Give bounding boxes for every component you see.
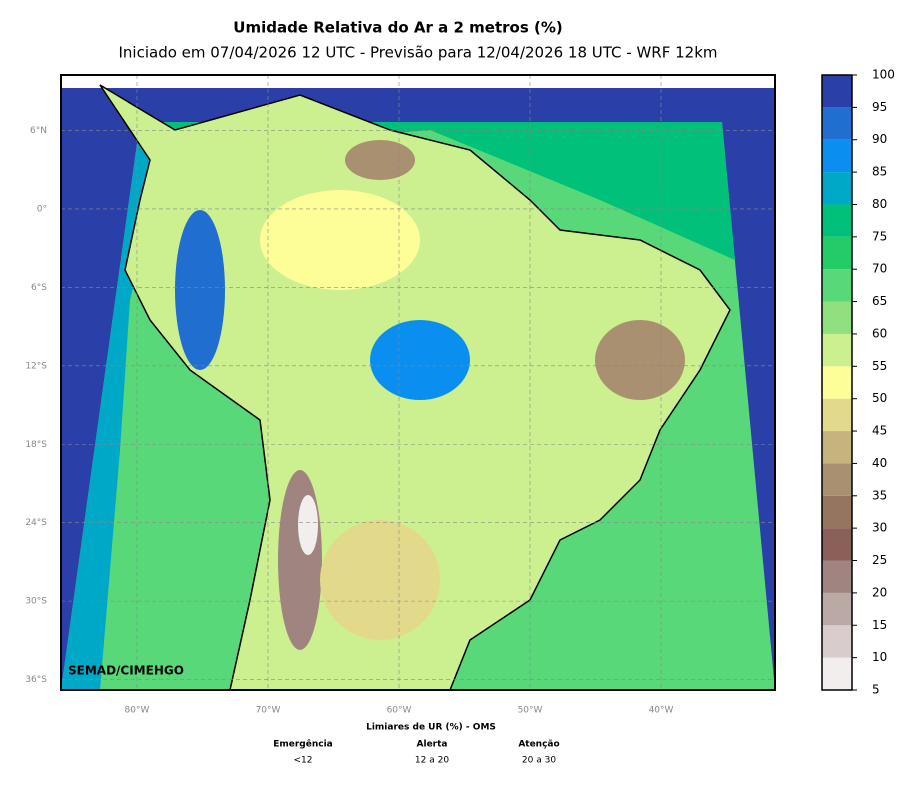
map-area (61, 75, 775, 690)
colorbar-segment (822, 333, 852, 367)
colorbar-label: 90 (872, 132, 887, 146)
lon-label: 60°W (387, 706, 412, 716)
colorbar: 5 10 15 20 25 30 35 40 45 50 55 60 65 70 75 80 85 90 95 100 (821, 68, 895, 697)
colorbar-segment (822, 139, 852, 173)
colorbar-label: 50 (872, 391, 887, 405)
no-data (61, 75, 775, 88)
colorbar-segment (822, 463, 852, 496)
threshold-name: Atenção (518, 740, 559, 750)
lat-label: 0° (37, 204, 47, 214)
colorbar-segment (822, 528, 852, 561)
colorbar-segment (822, 204, 852, 237)
grid (61, 75, 775, 690)
colorbar-label: 25 (872, 553, 887, 567)
lat-label: 24°S (25, 518, 47, 528)
humid-area (370, 320, 470, 400)
colorbar-segment (822, 398, 852, 432)
threshold-range: 12 a 20 (415, 756, 449, 766)
colorbar-label: 10 (872, 650, 887, 664)
thresholds: Emergência <12 Alerta 12 a 20 Atenção 20 a 30 (273, 739, 559, 766)
colorbar-label: 75 (872, 229, 887, 243)
colorbar-label: 65 (872, 294, 887, 308)
ocean-west (61, 122, 170, 690)
dry-area (345, 140, 415, 180)
colorbar-segment (822, 172, 852, 205)
lat-label: 12°S (25, 361, 47, 371)
dry-area (320, 520, 440, 640)
lat-label: 36°S (25, 675, 47, 685)
colorbar-label: 35 (872, 488, 887, 502)
colorbar-label: 80 (872, 197, 887, 211)
threshold-name: Alerta (417, 740, 448, 750)
colorbar-label: 40 (872, 456, 887, 470)
colorbar-label: 20 (872, 585, 887, 599)
colorbar-segment (822, 301, 852, 334)
title: Umidade Relativa do Ar a 2 metros (%) (233, 19, 562, 37)
colorbar-segment (822, 657, 852, 690)
threshold-name: Emergência (273, 739, 333, 750)
colorbar-label: 85 (872, 165, 887, 179)
subtitle: Iniciado em 07/04/2026 12 UTC - Previsão… (118, 44, 717, 62)
colorbar-segment (822, 269, 852, 302)
lon-label: 80°W (125, 706, 150, 716)
lon-label: 40°W (649, 706, 674, 716)
colorbar-segment (822, 431, 852, 464)
lat-label: 6°N (30, 126, 47, 136)
colorbar-segment (822, 236, 852, 270)
colorbar-segment (822, 107, 852, 140)
ocean-north (140, 122, 735, 260)
colorbar-label: 30 (872, 521, 887, 535)
colorbar-label: 70 (872, 262, 887, 276)
colorbar-segment (822, 495, 852, 529)
lat-label: 6°S (31, 283, 47, 293)
colorbar-segment (822, 625, 852, 658)
colorbar-segment (822, 560, 852, 593)
dry-area (260, 190, 420, 290)
threshold-title: Limiares de UR (%) - OMS (366, 723, 496, 733)
colorbar-label: 15 (872, 618, 887, 632)
credit: SEMAD/CIMEHGO (68, 664, 184, 678)
colorbar-segment (822, 75, 852, 108)
dry-area (595, 320, 685, 400)
colorbar-label: 100 (872, 68, 895, 82)
colorbar-segment (822, 592, 852, 626)
colorbar-label: 60 (872, 326, 887, 340)
colorbar-label: 5 (872, 683, 880, 697)
map-frame (60, 74, 776, 691)
threshold-range: <12 (294, 756, 313, 766)
lat-label: 18°S (25, 440, 47, 450)
andes-dry (298, 495, 318, 555)
humid-area (175, 210, 225, 370)
colorbar-label: 95 (872, 100, 887, 114)
colorbar-label: 55 (872, 359, 887, 373)
lat-label: 30°S (25, 597, 47, 607)
threshold-range: 20 a 30 (522, 756, 556, 766)
lon-label: 70°W (256, 706, 281, 716)
colorbar-frame (821, 74, 853, 691)
colorbar-label: 45 (872, 424, 887, 438)
lon-label: 50°W (518, 706, 543, 716)
colorbar-segment (822, 366, 852, 399)
andes-dry (278, 470, 322, 650)
